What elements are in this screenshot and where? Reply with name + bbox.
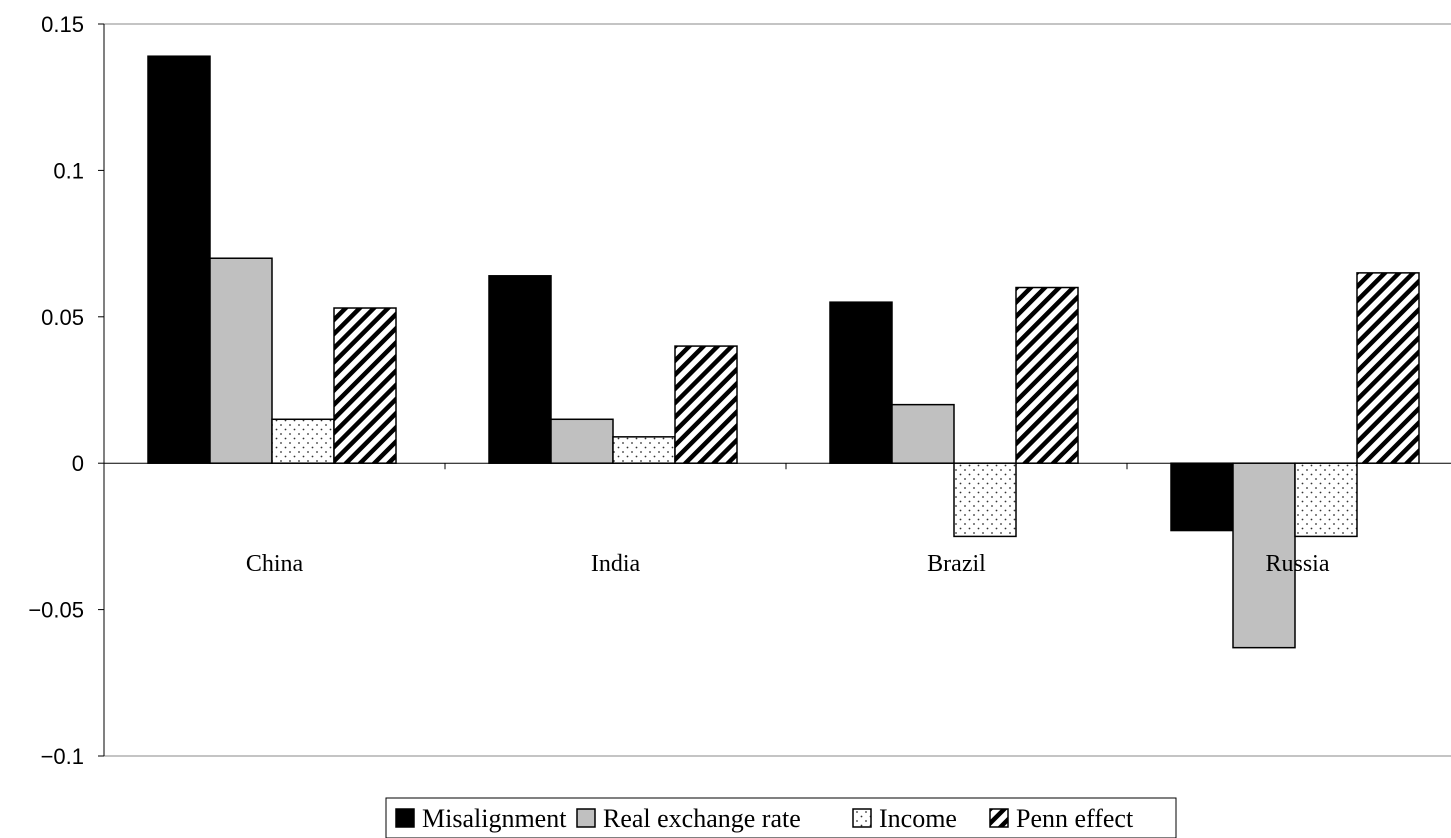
bar-penn-effect-india (674, 345, 738, 464)
bars-group (147, 55, 1420, 649)
bar-penn-effect-brazil (1015, 286, 1079, 464)
bar-real-exchange-rate-russia (1232, 462, 1296, 649)
bar-misalignment-india (488, 275, 552, 464)
bar-penn-effect-china (333, 307, 397, 464)
bar-real-exchange-rate-brazil (891, 403, 955, 464)
legend-label: Income (879, 804, 957, 833)
legend-box (385, 797, 1177, 838)
y-axis: 0.15 0.1 0.05 0 −0.05 −0.1 (28, 12, 105, 769)
bar-penn-effect-russia (1356, 272, 1420, 464)
legend-swatch (852, 808, 872, 828)
bar-real-exchange-rate-india (550, 418, 614, 464)
y-tick-label: 0 (72, 451, 84, 476)
bar-real-exchange-rate-china (209, 257, 273, 464)
y-tick-label: −0.1 (41, 744, 84, 769)
legend-label: Penn effect (1016, 804, 1134, 833)
bar-misalignment-russia (1170, 462, 1234, 532)
y-tick-label: −0.05 (28, 598, 84, 623)
category-label: China (246, 551, 304, 577)
category-label: India (591, 551, 641, 577)
bar-misalignment-china (147, 55, 211, 464)
legend-swatch (395, 808, 415, 828)
legend-swatch (989, 808, 1009, 828)
legend-swatch (576, 808, 596, 828)
y-tick-label: 0.1 (53, 158, 84, 183)
category-label: Russia (1265, 551, 1329, 577)
legend-label: Misalignment (422, 804, 567, 833)
bar-income-russia (1294, 462, 1358, 538)
category-label: Brazil (927, 551, 986, 577)
category-labels: China India Brazil Russia (246, 551, 1330, 577)
y-tick-label: 0.05 (41, 305, 84, 330)
y-tick-label: 0.15 (41, 12, 84, 37)
bar-misalignment-brazil (829, 301, 893, 464)
bar-income-brazil (953, 462, 1017, 538)
legend-label: Real exchange rate (603, 804, 801, 833)
bar-income-china (271, 418, 335, 464)
bar-income-india (612, 436, 676, 464)
legend: Misalignment Real exchange rate Income Penn… (385, 797, 1177, 838)
